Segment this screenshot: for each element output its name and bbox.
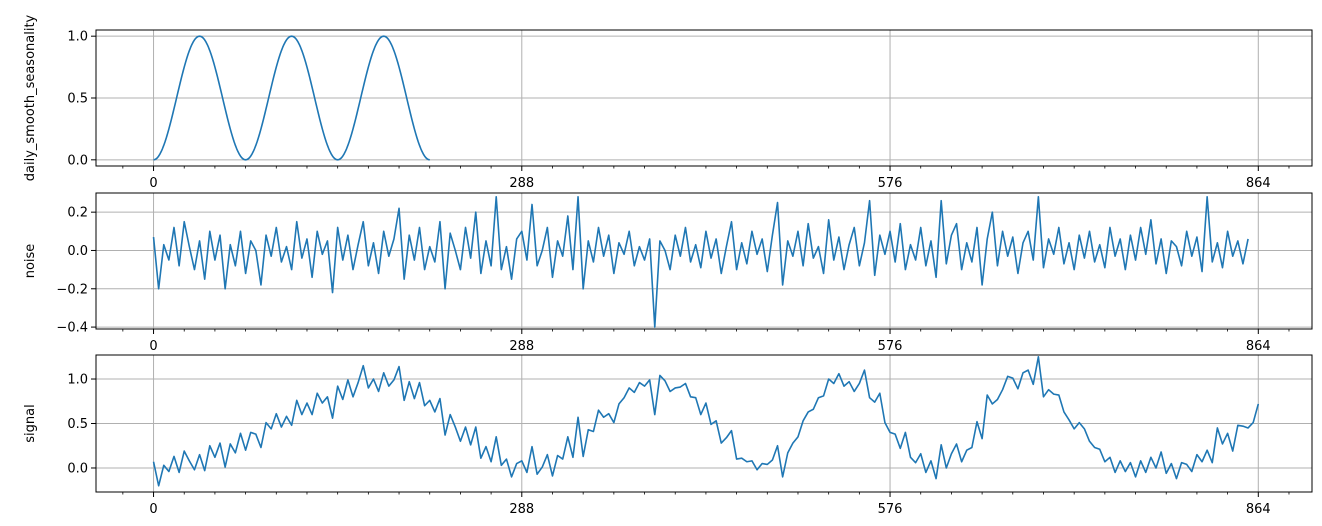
seasonality-ytick-label-1: 0.5 (67, 92, 88, 107)
noise-ytick-label-0: −0.4 (56, 321, 88, 336)
noise-series-line (152, 196, 1249, 328)
signal-xtick-label-1: 288 (509, 502, 534, 517)
panel-seasonality: 0 288 576 864 0.0 0.5 1.0 daily_smooth_seasonal… (23, 14, 1313, 191)
noise-ytick-label-1: −0.2 (56, 282, 88, 297)
noise-xtick-label-3: 864 (1246, 339, 1271, 354)
noise-axes-frame (95, 192, 1313, 330)
seasonality-xtick-label-3: 864 (1246, 176, 1271, 191)
signal-ylabel: signal (23, 404, 38, 442)
signal-ytick-label-0: 0.0 (67, 461, 88, 476)
noise-ytick-label-2: 0.0 (67, 244, 88, 259)
signal-series-line (152, 355, 1260, 487)
noise-ylabel: noise (23, 244, 38, 279)
signal-ytick-label-1: 0.5 (67, 417, 88, 432)
seasonality-xtick-label-0: 0 (149, 176, 157, 191)
panel-noise: 0 288 576 864 −0.4 −0.2 0.0 0.2 noise (23, 192, 1313, 354)
signal-xtick-label-3: 864 (1246, 502, 1271, 517)
noise-xtick-label-0: 0 (149, 339, 157, 354)
noise-xtick-label-2: 576 (878, 339, 903, 354)
seasonality-xtick-label-2: 576 (878, 176, 903, 191)
panel-signal: 0 288 576 864 0.0 0.5 1.0 signal (23, 354, 1313, 517)
seasonality-ytick-label-0: 0.0 (67, 153, 88, 168)
signal-xtick-label-0: 0 (149, 502, 157, 517)
signal-ytick-label-2: 1.0 (67, 373, 88, 388)
signal-xtick-label-2: 576 (878, 502, 903, 517)
noise-xtick-label-1: 288 (509, 339, 534, 354)
seasonality-series-line (153, 35, 430, 161)
seasonality-ytick-label-2: 1.0 (67, 30, 88, 45)
seasonality-xtick-label-1: 288 (509, 176, 534, 191)
noise-ytick-label-3: 0.2 (67, 206, 88, 221)
seasonality-ylabel: daily_smooth_seasonality (23, 14, 38, 181)
